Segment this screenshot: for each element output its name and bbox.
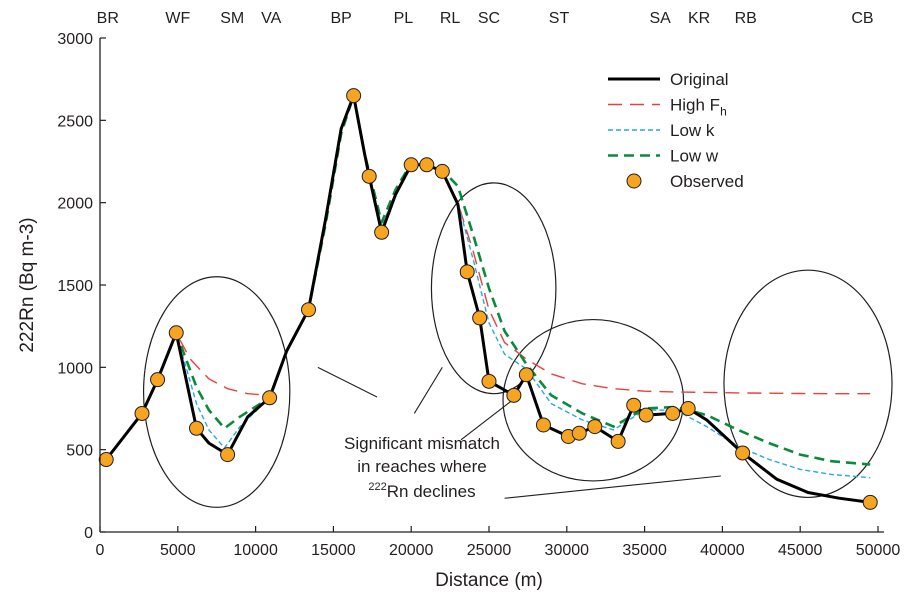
observed-point <box>220 447 236 463</box>
legend-label-text: Original <box>670 70 729 89</box>
observed-point <box>361 168 377 184</box>
annotation-pointer-line <box>413 367 443 414</box>
observed-point <box>262 390 278 406</box>
y-tick-label: 1000 <box>57 360 93 377</box>
x-tick-label: 20000 <box>389 542 434 559</box>
axis-ticks: 0 5000 10000 15000 20000 25000 30000 35000 40000… <box>57 31 900 559</box>
observed-point <box>472 310 488 326</box>
legend-label-text: High F <box>670 96 720 115</box>
observed-point <box>134 405 150 421</box>
annotation-pointer-line <box>317 366 378 398</box>
observed-point <box>481 373 497 389</box>
legend-label-text: Low k <box>670 121 715 140</box>
legend-label: High Fh <box>670 96 727 119</box>
y-tick-label: 2500 <box>57 113 93 130</box>
annotation-line-2: in reaches where <box>357 457 486 476</box>
annotation-line-3: 222Rn declines <box>368 481 475 501</box>
series-line-high-fh <box>105 94 871 460</box>
observed-point <box>188 420 204 436</box>
x-tick-label: 15000 <box>311 542 356 559</box>
observed-point <box>587 419 603 435</box>
observed-point <box>374 224 390 240</box>
y-tick-label: 1500 <box>57 278 93 295</box>
observed-point <box>680 401 696 416</box>
reach-label: SM <box>220 10 244 27</box>
reach-label: VA <box>261 10 281 27</box>
annotation-pointers <box>317 366 721 499</box>
x-tick-label: 45000 <box>778 542 823 559</box>
y-tick-label: 0 <box>84 525 93 542</box>
reach-label: KR <box>688 10 710 27</box>
observed-point <box>518 367 534 383</box>
observed-point <box>535 417 551 433</box>
legend-label: Original <box>670 70 729 89</box>
legend-label: Observed <box>670 172 744 191</box>
annotation-pointer-line <box>504 475 721 499</box>
y-tick-label: 2000 <box>57 196 93 213</box>
legend-label-subscript: h <box>720 105 727 119</box>
legend-label: Low w <box>670 147 719 166</box>
observed-point <box>571 425 587 441</box>
mismatch-circle <box>723 269 893 499</box>
reach-label: PL <box>394 10 414 27</box>
mismatch-annotation: Significant mismatch in reaches where 22… <box>344 434 500 501</box>
x-tick-label: 30000 <box>545 542 590 559</box>
reach-label: SC <box>478 10 500 27</box>
observed-point <box>506 387 522 403</box>
annotation-pointer-line <box>460 399 513 441</box>
mismatch-circle <box>502 318 685 482</box>
reach-label: ST <box>549 10 570 27</box>
legend-label: Low k <box>670 121 715 140</box>
reach-label: RL <box>440 10 461 27</box>
x-tick-label: 10000 <box>233 542 278 559</box>
observed-point <box>610 433 626 449</box>
observed-point <box>403 157 419 173</box>
observed-point <box>301 302 317 318</box>
x-tick-label: 5000 <box>160 542 196 559</box>
mismatch-circles <box>142 182 893 508</box>
observed-point <box>419 157 435 173</box>
mismatch-circle <box>430 182 557 395</box>
observed-point <box>626 397 642 413</box>
legend-marker-observed <box>626 173 642 189</box>
series-line-low-w <box>105 94 871 466</box>
reach-label: WF <box>165 10 190 27</box>
reach-labels: BR WF SM VA BP PL RL SC ST SA KR RB CB <box>97 10 874 27</box>
x-tick-label: 25000 <box>467 542 512 559</box>
reach-label: RB <box>735 10 757 27</box>
x-tick-label: 50000 <box>856 542 901 559</box>
legend-label-text: Observed <box>670 172 744 191</box>
annotation-line-3-text: Rn declines <box>387 482 476 501</box>
observed-markers <box>98 88 878 510</box>
observed-point <box>346 88 362 104</box>
y-tick-label: 3000 <box>57 31 93 48</box>
reach-label: SA <box>649 10 671 27</box>
x-axis-title: Distance (m) <box>435 570 543 591</box>
observed-point <box>665 405 681 421</box>
mismatch-circle <box>142 276 291 508</box>
annotation-line-1: Significant mismatch <box>344 434 500 453</box>
y-axis-title: 222Rn (Bq m-3) <box>17 217 38 352</box>
observed-point <box>735 445 751 461</box>
legend-label-text: Low w <box>670 147 719 166</box>
x-tick-label: 35000 <box>622 542 667 559</box>
reach-label: CB <box>851 10 873 27</box>
observed-point <box>459 264 475 280</box>
observed-point <box>862 494 878 510</box>
observed-point <box>434 163 450 179</box>
observed-point <box>150 372 166 388</box>
observed-point <box>98 452 114 468</box>
x-tick-label: 40000 <box>700 542 745 559</box>
y-tick-label: 500 <box>66 443 93 460</box>
reach-label: BR <box>97 10 119 27</box>
observed-point <box>638 407 654 423</box>
reach-label: BP <box>331 10 352 27</box>
x-tick-label: 0 <box>96 542 105 559</box>
observed-point <box>168 325 184 341</box>
legend: Original High Fh Low k Low w Observed <box>608 70 744 191</box>
annotation-superscript: 222 <box>368 481 386 493</box>
